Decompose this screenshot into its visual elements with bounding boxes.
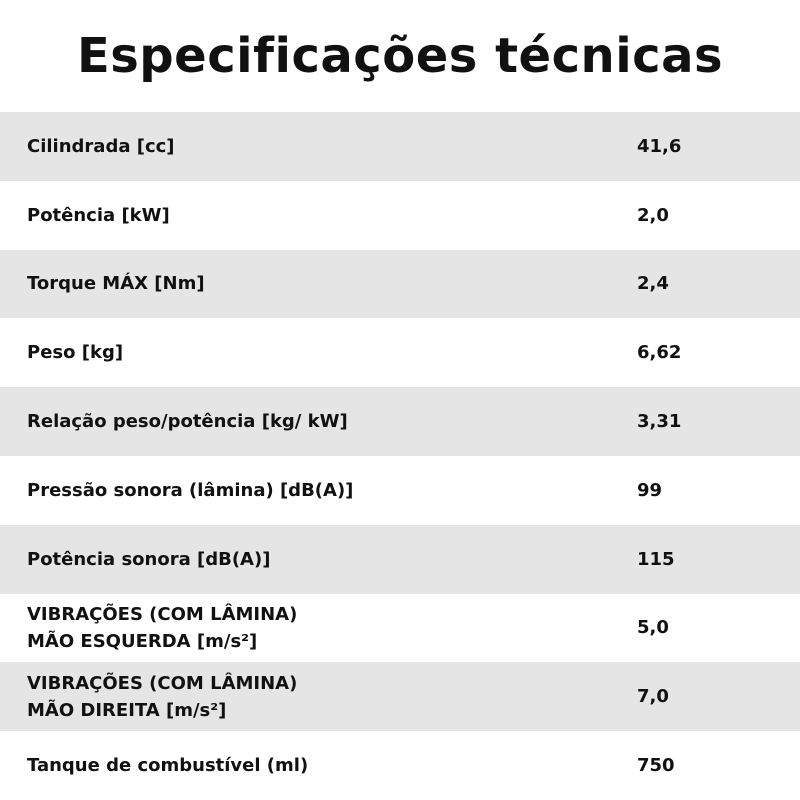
table-row: Cilindrada [cc] 41,6 <box>0 112 800 181</box>
table-row: Pressão sonora (lâmina) [dB(A)] 99 <box>0 456 800 525</box>
spec-value: 41,6 <box>637 135 682 157</box>
spec-label: Potência sonora [dB(A)] <box>27 548 271 570</box>
spec-value: 115 <box>637 548 675 570</box>
spec-value: 750 <box>637 755 675 777</box>
table-row: VIBRAÇÕES (COM LÂMINA) MÃO ESQUERDA [m/s… <box>0 594 800 663</box>
table-row: Tanque de combustível (ml) 750 <box>0 731 800 800</box>
spec-value: 3,31 <box>637 411 682 433</box>
spec-value: 6,62 <box>637 342 682 364</box>
title: Especificações técnicas <box>76 28 724 84</box>
spec-value: 7,0 <box>637 686 669 708</box>
table-row: Potência sonora [dB(A)] 115 <box>0 524 800 594</box>
spec-label: Potência [kW] <box>27 204 170 226</box>
table-row: Torque MÁX [Nm] 2,4 <box>0 249 800 319</box>
table-row: VIBRAÇÕES (COM LÂMINA) MÃO DIREITA [m/s²… <box>0 662 800 732</box>
spec-label: Torque MÁX [Nm] <box>27 273 205 295</box>
table-row: Peso [kg] 6,62 <box>0 318 800 387</box>
spec-label: VIBRAÇÕES (COM LÂMINA) MÃO ESQUERDA [m/s… <box>27 603 298 652</box>
spec-value: 99 <box>637 479 663 501</box>
spec-value: 5,0 <box>637 617 669 639</box>
spec-label: Peso [kg] <box>27 342 124 364</box>
spec-label: Relação peso/potência [kg/ kW] <box>27 411 348 433</box>
spec-label: Pressão sonora (lâmina) [dB(A)] <box>27 479 354 501</box>
spec-value: 2,4 <box>637 273 669 295</box>
spec-label: VIBRAÇÕES (COM LÂMINA) MÃO DIREITA [m/s²… <box>27 672 298 721</box>
spec-value: 2,0 <box>637 204 669 226</box>
spec-label: Tanque de combustível (ml) <box>27 755 309 777</box>
table-row: Relação peso/potência [kg/ kW] 3,31 <box>0 387 800 456</box>
spec-table: Cilindrada [cc] 41,6 Potência [kW] 2,0 Torqu… <box>0 112 800 800</box>
table-row: Potência [kW] 2,0 <box>0 181 800 250</box>
spec-label: Cilindrada [cc] <box>27 135 175 157</box>
